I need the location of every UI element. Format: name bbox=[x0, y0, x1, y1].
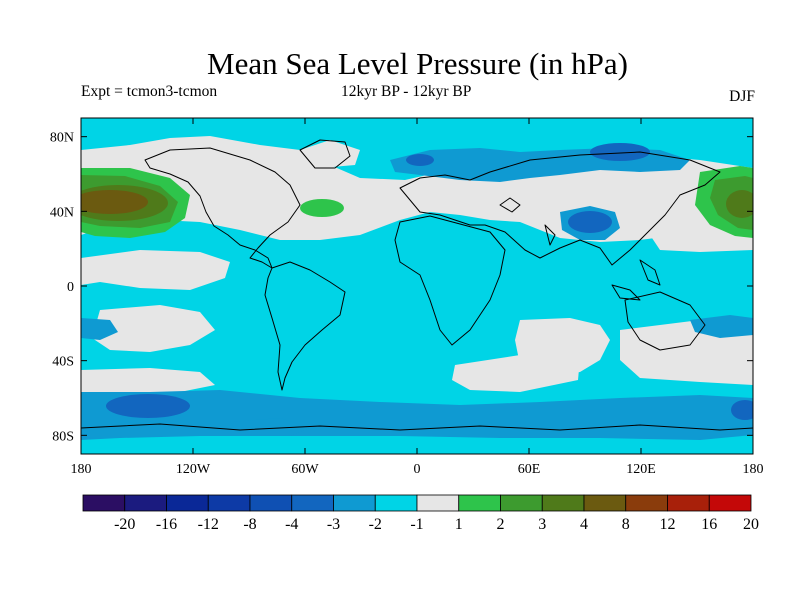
experiment-label: Expt = tcmon3-tcmon bbox=[81, 83, 218, 100]
colorbar-label: 20 bbox=[743, 516, 759, 533]
colorbar-swatch bbox=[500, 494, 543, 512]
colorbar-swatch bbox=[583, 494, 627, 512]
y-tick-label: 80N bbox=[50, 131, 74, 146]
x-tick-label: 180 bbox=[71, 462, 92, 477]
season-label: DJF bbox=[729, 88, 755, 105]
colorbar-label: 8 bbox=[622, 516, 630, 533]
colorbar-swatch bbox=[207, 494, 251, 512]
colorbar-swatch bbox=[374, 494, 418, 512]
colorbar-swatch bbox=[291, 494, 334, 512]
y-tick-label: 40N bbox=[50, 205, 74, 220]
map-title: Mean Sea Level Pressure (in hPa) bbox=[207, 46, 628, 81]
coastlines bbox=[81, 139, 753, 431]
colorbar-swatch bbox=[541, 494, 585, 512]
colorbar-swatch bbox=[82, 494, 126, 512]
x-axis: 180 120W 60W 0 60E 120E 180 bbox=[71, 118, 764, 477]
colorbar-swatch bbox=[625, 494, 668, 512]
colorbar-label: -2 bbox=[369, 516, 382, 533]
anomaly-field bbox=[81, 118, 753, 454]
y-tick-label: 40S bbox=[52, 355, 74, 370]
colorbar-label: -8 bbox=[243, 516, 256, 533]
positive-regions bbox=[81, 166, 753, 238]
colorbar-swatch bbox=[249, 494, 293, 512]
colorbar-label: 16 bbox=[701, 516, 717, 533]
x-tick-label: 0 bbox=[414, 462, 421, 477]
x-tick-label: 180 bbox=[743, 462, 764, 477]
colorbar-label: 2 bbox=[497, 516, 505, 533]
colorbar-label: -12 bbox=[198, 516, 219, 533]
negative-3-regions bbox=[106, 143, 753, 420]
colorbar-label: -4 bbox=[285, 516, 298, 533]
colorbar-swatch bbox=[708, 494, 752, 512]
colorbar-swatch bbox=[124, 494, 167, 512]
x-tick-label: 60E bbox=[518, 462, 541, 477]
colorbar-swatch bbox=[667, 494, 710, 512]
colorbar-swatch bbox=[458, 494, 501, 512]
y-axis: 80N 40N 0 40S 80S bbox=[50, 131, 753, 444]
colorbar-label: 1 bbox=[455, 516, 463, 533]
colorbar-label: -16 bbox=[156, 516, 177, 533]
x-tick-label: 120E bbox=[626, 462, 656, 477]
colorbar-label: 12 bbox=[660, 516, 676, 533]
colorbar-label: -20 bbox=[114, 516, 135, 533]
x-tick-label: 120W bbox=[176, 462, 211, 477]
colorbar: -20 -16 -12 -8 -4 -3 -2 -1 1 2 3 4 8 12 16 20 bbox=[82, 494, 759, 533]
period-label: 12kyr BP - 12kyr BP bbox=[341, 83, 472, 100]
y-tick-label: 0 bbox=[67, 280, 74, 295]
y-tick-label: 80S bbox=[52, 429, 74, 444]
colorbar-label: 3 bbox=[538, 516, 546, 533]
colorbar-label: -3 bbox=[327, 516, 340, 533]
colorbar-swatch bbox=[333, 494, 376, 512]
colorbar-label: 4 bbox=[580, 516, 588, 533]
x-tick-label: 60W bbox=[291, 462, 319, 477]
colorbar-swatch bbox=[166, 494, 209, 512]
colorbar-swatch bbox=[416, 494, 460, 512]
colorbar-label: -1 bbox=[410, 516, 423, 533]
